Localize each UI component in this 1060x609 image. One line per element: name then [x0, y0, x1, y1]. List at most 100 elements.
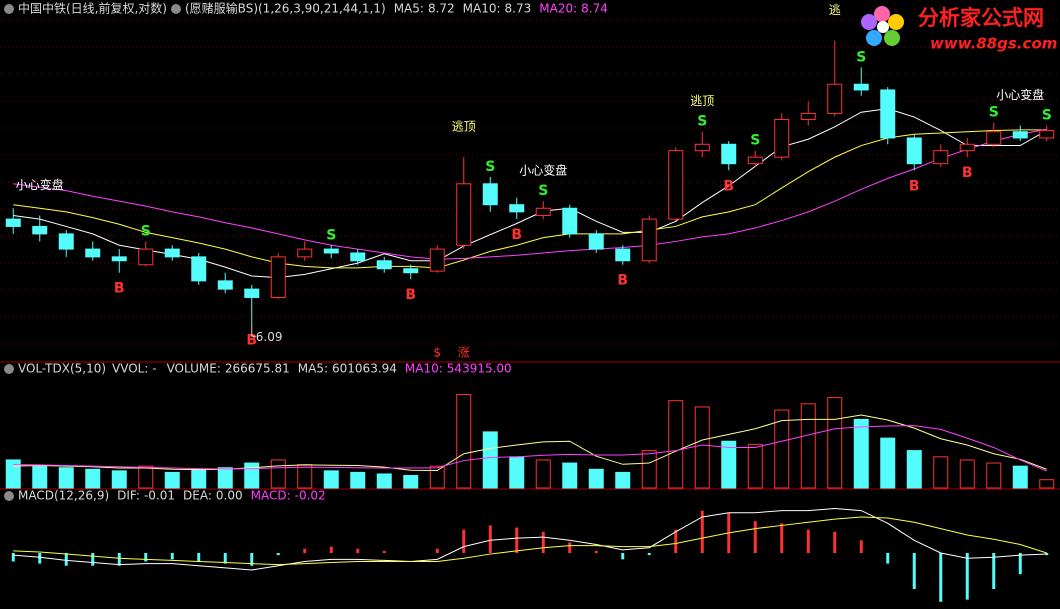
candle-body — [191, 256, 207, 282]
volume-bar — [906, 450, 922, 489]
candle-body — [111, 256, 127, 262]
volume-bar — [111, 470, 127, 489]
signal-label: S — [750, 133, 760, 149]
vma-line — [13, 414, 1047, 472]
volume-bar — [562, 462, 578, 489]
vma-name: MA5: — [298, 362, 328, 376]
volume-bar — [959, 459, 975, 489]
volume-bar — [191, 468, 207, 489]
candle-body — [933, 150, 949, 165]
logo-petal — [874, 6, 890, 22]
candle-body — [1039, 129, 1055, 139]
candle-body — [588, 233, 604, 250]
vma-line — [13, 425, 1047, 472]
stock-title: 中国中铁(日线,前复权,对数) — [18, 1, 167, 16]
candle-body — [403, 268, 419, 274]
volume-bar — [774, 409, 790, 489]
volume-bar — [85, 468, 101, 489]
volume-bar — [429, 465, 445, 489]
candle-body — [747, 156, 763, 165]
volume-bar — [880, 437, 896, 489]
candle-body — [668, 150, 684, 220]
low-pointer — [251, 324, 256, 337]
candle-body — [694, 143, 710, 152]
volume-bar — [588, 468, 604, 489]
logo-center — [877, 21, 889, 33]
signal-label: B — [246, 332, 257, 348]
macd-title: MACD(12,26,9) — [18, 489, 109, 503]
ma-line — [13, 108, 1047, 279]
candle-body — [244, 288, 260, 298]
volume-bar — [721, 440, 737, 489]
logo-petal — [884, 30, 900, 46]
ma-name: MA5: — [394, 2, 424, 16]
logo-petal — [866, 30, 882, 46]
candle-body — [350, 252, 366, 262]
candle-body — [721, 143, 737, 165]
signal-label: S — [1042, 108, 1052, 124]
volume-bar — [323, 470, 339, 489]
volume-bar — [535, 459, 551, 489]
candle-body — [58, 233, 74, 250]
ma-value: 8.74 — [581, 2, 608, 16]
note-label: 逃 — [829, 3, 841, 17]
ma-line — [13, 129, 1047, 269]
candle-body — [482, 183, 498, 206]
volume-bar — [217, 467, 233, 489]
volume-bar — [933, 456, 949, 489]
volume-bar — [1039, 479, 1055, 489]
candle-body — [164, 248, 180, 258]
signal-label: S — [856, 49, 866, 65]
candle-body — [138, 248, 154, 266]
candle-body — [880, 89, 896, 139]
macd-line — [13, 516, 1047, 566]
candle-body — [5, 218, 21, 227]
candle-body — [217, 280, 233, 290]
ma-value: 8.73 — [505, 2, 532, 16]
volume-bar — [164, 471, 180, 489]
volume-bar — [747, 443, 763, 489]
volume-value: 266675.81 — [225, 362, 290, 376]
signal-label: B — [962, 165, 973, 181]
logo-url: www.88gs.com — [930, 35, 1057, 53]
volume-bar — [5, 459, 21, 489]
volume-bar — [456, 393, 472, 489]
volume-bar — [244, 462, 260, 489]
volume-bar — [32, 465, 48, 489]
signal-label: B — [114, 281, 125, 297]
volume-bar — [482, 431, 498, 489]
logo: 分析家公式网 www.88gs.com — [861, 6, 1057, 53]
logo-petal — [888, 14, 904, 30]
volume-bar — [827, 397, 843, 489]
low-label: 6.09 — [256, 330, 283, 344]
signal-label: B — [909, 178, 920, 194]
candle-body — [800, 112, 816, 120]
candle-body — [270, 256, 286, 298]
candle-body — [986, 131, 1002, 145]
bottom-mark: 涨 — [458, 345, 470, 360]
note-label: 小心变盘 — [996, 87, 1044, 102]
macd-line-name: DIF: — [117, 489, 140, 503]
candle-body — [615, 248, 631, 262]
candle-body — [323, 248, 339, 254]
vma-name: MA10: — [405, 362, 443, 376]
volume-bar — [58, 467, 74, 489]
note-label: 逃顶 — [690, 94, 714, 108]
volume-bar — [376, 473, 392, 489]
ma-name: MA20: — [539, 2, 577, 16]
volume-bar — [668, 400, 684, 489]
volume-bar — [350, 471, 366, 489]
signal-label: S — [141, 223, 151, 239]
vma-value: 543915.00 — [447, 362, 512, 376]
candle-body — [376, 260, 392, 270]
volume-bar — [615, 471, 631, 489]
ma-value: 8.72 — [428, 2, 455, 16]
volume-bar — [641, 450, 657, 489]
menu-icon — [4, 4, 14, 14]
candle-body — [32, 225, 48, 235]
ma-name: MA10: — [463, 2, 501, 16]
ma-line — [13, 128, 1047, 260]
macd-line-value: 0.00 — [216, 489, 243, 503]
signal-label: S — [697, 114, 707, 130]
signal-label: B — [617, 273, 628, 289]
